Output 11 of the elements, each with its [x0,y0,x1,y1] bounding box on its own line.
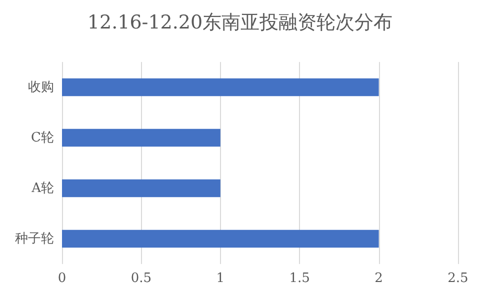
x-tick-label: 1 [216,271,225,286]
x-tick-label: 0 [58,271,66,286]
y-tick-label: A轮 [30,180,54,196]
y-tick-label: 收购 [28,80,54,95]
x-tick-label: 0.5 [130,271,152,286]
x-tick-label: 2 [374,271,383,286]
chart-title: 12.16-12.20东南亚投融资轮次分布 [87,12,393,34]
x-tick-label: 2.5 [448,271,468,286]
y-tick-label: 种子轮 [15,231,54,246]
y-tick-label: C轮 [31,130,54,146]
x-tick-label: 1.5 [289,271,310,286]
